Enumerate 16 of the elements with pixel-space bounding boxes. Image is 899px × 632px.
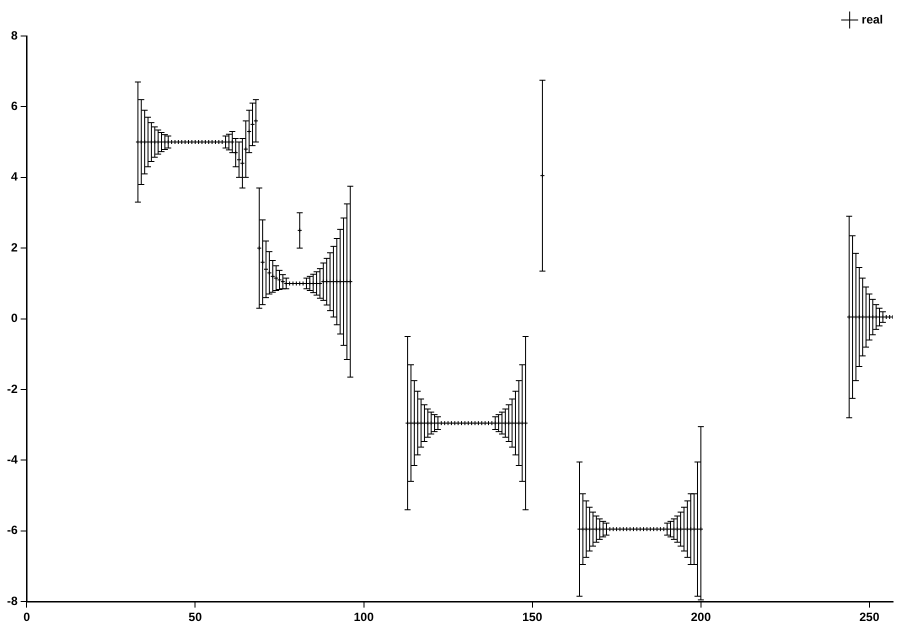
x-tick-label: 0 (23, 610, 30, 624)
x-tick-label: 200 (690, 610, 712, 624)
y-tick-label: -8 (7, 594, 18, 608)
y-tick-label: 6 (10, 99, 18, 114)
x-tick-label: 250 (859, 610, 880, 624)
y-tick-label: 0 (10, 311, 18, 326)
x-tick-label: 50 (188, 610, 202, 624)
y-tick-label: -4 (7, 452, 18, 467)
y-tick-label: -2 (7, 382, 18, 396)
y-tick-label: 8 (10, 28, 18, 42)
y-tick-label: 4 (10, 170, 18, 184)
x-tick-label: 100 (354, 610, 374, 624)
legend-label: real (862, 12, 884, 26)
y-tick-label: 2 (10, 240, 18, 254)
x-tick-label: 150 (522, 610, 543, 624)
y-tick-label: -6 (7, 523, 18, 538)
